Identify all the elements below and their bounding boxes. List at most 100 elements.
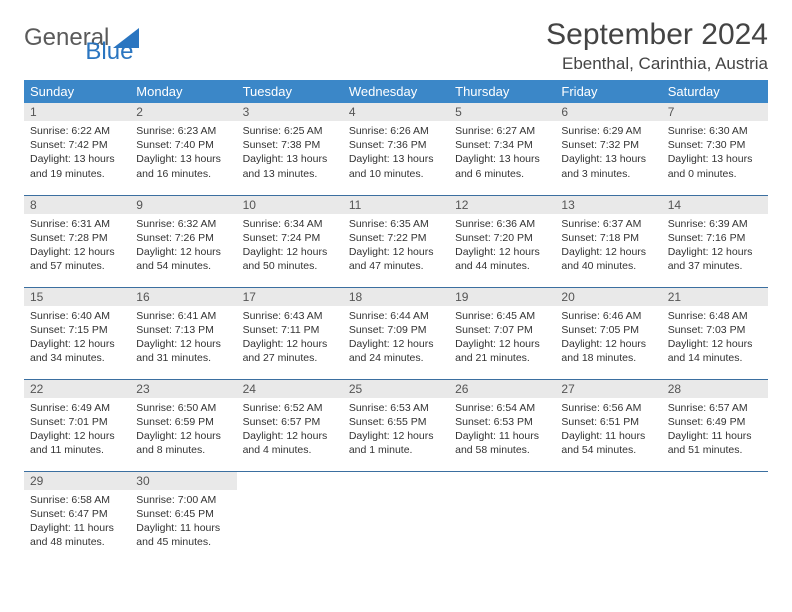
day-body: Sunrise: 6:34 AMSunset: 7:24 PMDaylight:… [237,214,343,278]
sunset-line: Sunset: 7:24 PM [243,231,337,245]
day-number: 28 [662,380,768,398]
day-number: 3 [237,103,343,121]
calendar-day-cell: 1Sunrise: 6:22 AMSunset: 7:42 PMDaylight… [24,103,130,195]
day-number: 25 [343,380,449,398]
sunrise-line: Sunrise: 6:41 AM [136,309,230,323]
sunset-line: Sunset: 6:53 PM [455,415,549,429]
sunrise-line: Sunrise: 6:39 AM [668,217,762,231]
day-body: Sunrise: 6:22 AMSunset: 7:42 PMDaylight:… [24,121,130,185]
calendar-day-cell: 29Sunrise: 6:58 AMSunset: 6:47 PMDayligh… [24,471,130,563]
sunrise-line: Sunrise: 7:00 AM [136,493,230,507]
sunrise-line: Sunrise: 6:48 AM [668,309,762,323]
calendar-day-cell: 25Sunrise: 6:53 AMSunset: 6:55 PMDayligh… [343,379,449,471]
daylight-line: Daylight: 11 hours and 54 minutes. [561,429,655,457]
day-body: Sunrise: 6:53 AMSunset: 6:55 PMDaylight:… [343,398,449,462]
day-body: Sunrise: 6:41 AMSunset: 7:13 PMDaylight:… [130,306,236,370]
calendar-day-cell: 16Sunrise: 6:41 AMSunset: 7:13 PMDayligh… [130,287,236,379]
calendar-day-cell: 22Sunrise: 6:49 AMSunset: 7:01 PMDayligh… [24,379,130,471]
day-body: Sunrise: 6:44 AMSunset: 7:09 PMDaylight:… [343,306,449,370]
day-body: Sunrise: 6:29 AMSunset: 7:32 PMDaylight:… [555,121,661,185]
day-body: Sunrise: 6:26 AMSunset: 7:36 PMDaylight:… [343,121,449,185]
calendar-day-cell: 19Sunrise: 6:45 AMSunset: 7:07 PMDayligh… [449,287,555,379]
calendar-day-cell: 8Sunrise: 6:31 AMSunset: 7:28 PMDaylight… [24,195,130,287]
day-number: 18 [343,288,449,306]
daylight-line: Daylight: 12 hours and 34 minutes. [30,337,124,365]
calendar-week-row: 8Sunrise: 6:31 AMSunset: 7:28 PMDaylight… [24,195,768,287]
day-number: 13 [555,196,661,214]
day-body: Sunrise: 6:45 AMSunset: 7:07 PMDaylight:… [449,306,555,370]
day-body: Sunrise: 6:46 AMSunset: 7:05 PMDaylight:… [555,306,661,370]
calendar-day-cell: 26Sunrise: 6:54 AMSunset: 6:53 PMDayligh… [449,379,555,471]
day-number: 4 [343,103,449,121]
day-number: 20 [555,288,661,306]
sunset-line: Sunset: 7:34 PM [455,138,549,152]
sunrise-line: Sunrise: 6:34 AM [243,217,337,231]
day-header: Sunday [24,80,130,103]
calendar-day-cell: 27Sunrise: 6:56 AMSunset: 6:51 PMDayligh… [555,379,661,471]
day-number: 30 [130,472,236,490]
daylight-line: Daylight: 12 hours and 27 minutes. [243,337,337,365]
daylight-line: Daylight: 12 hours and 24 minutes. [349,337,443,365]
calendar-header-row: Sunday Monday Tuesday Wednesday Thursday… [24,80,768,103]
day-header: Wednesday [343,80,449,103]
calendar-day-cell: 6Sunrise: 6:29 AMSunset: 7:32 PMDaylight… [555,103,661,195]
sunset-line: Sunset: 7:09 PM [349,323,443,337]
sunrise-line: Sunrise: 6:40 AM [30,309,124,323]
daylight-line: Daylight: 12 hours and 21 minutes. [455,337,549,365]
day-number: 29 [24,472,130,490]
daylight-line: Daylight: 12 hours and 54 minutes. [136,245,230,273]
sunset-line: Sunset: 6:57 PM [243,415,337,429]
calendar-day-cell: 10Sunrise: 6:34 AMSunset: 7:24 PMDayligh… [237,195,343,287]
sunset-line: Sunset: 7:40 PM [136,138,230,152]
calendar-day-cell: 23Sunrise: 6:50 AMSunset: 6:59 PMDayligh… [130,379,236,471]
day-number: 9 [130,196,236,214]
sunrise-line: Sunrise: 6:26 AM [349,124,443,138]
sunrise-line: Sunrise: 6:45 AM [455,309,549,323]
sunrise-line: Sunrise: 6:22 AM [30,124,124,138]
sunrise-line: Sunrise: 6:54 AM [455,401,549,415]
sunrise-line: Sunrise: 6:52 AM [243,401,337,415]
sunset-line: Sunset: 7:42 PM [30,138,124,152]
calendar-day-cell: 17Sunrise: 6:43 AMSunset: 7:11 PMDayligh… [237,287,343,379]
sunrise-line: Sunrise: 6:50 AM [136,401,230,415]
sunrise-line: Sunrise: 6:56 AM [561,401,655,415]
calendar-day-cell [449,471,555,563]
sunset-line: Sunset: 7:38 PM [243,138,337,152]
daylight-line: Daylight: 11 hours and 58 minutes. [455,429,549,457]
day-number: 14 [662,196,768,214]
calendar-day-cell [555,471,661,563]
calendar-day-cell: 7Sunrise: 6:30 AMSunset: 7:30 PMDaylight… [662,103,768,195]
sunset-line: Sunset: 7:22 PM [349,231,443,245]
sunset-line: Sunset: 7:11 PM [243,323,337,337]
sunset-line: Sunset: 7:07 PM [455,323,549,337]
day-body: Sunrise: 6:50 AMSunset: 6:59 PMDaylight:… [130,398,236,462]
day-body: Sunrise: 6:35 AMSunset: 7:22 PMDaylight:… [343,214,449,278]
sunrise-line: Sunrise: 6:43 AM [243,309,337,323]
day-number: 15 [24,288,130,306]
day-body: Sunrise: 6:27 AMSunset: 7:34 PMDaylight:… [449,121,555,185]
daylight-line: Daylight: 11 hours and 48 minutes. [30,521,124,549]
day-body: Sunrise: 6:30 AMSunset: 7:30 PMDaylight:… [662,121,768,185]
calendar-day-cell: 4Sunrise: 6:26 AMSunset: 7:36 PMDaylight… [343,103,449,195]
day-number: 26 [449,380,555,398]
calendar-day-cell: 20Sunrise: 6:46 AMSunset: 7:05 PMDayligh… [555,287,661,379]
sunset-line: Sunset: 6:59 PM [136,415,230,429]
logo-text-blue: Blue [85,38,133,65]
calendar-day-cell: 9Sunrise: 6:32 AMSunset: 7:26 PMDaylight… [130,195,236,287]
day-number: 27 [555,380,661,398]
sunrise-line: Sunrise: 6:23 AM [136,124,230,138]
page-header: General Blue September 2024 Ebenthal, Ca… [24,18,768,74]
daylight-line: Daylight: 12 hours and 8 minutes. [136,429,230,457]
sunset-line: Sunset: 6:45 PM [136,507,230,521]
day-body: Sunrise: 6:23 AMSunset: 7:40 PMDaylight:… [130,121,236,185]
calendar-day-cell [343,471,449,563]
day-body: Sunrise: 6:54 AMSunset: 6:53 PMDaylight:… [449,398,555,462]
day-body: Sunrise: 6:37 AMSunset: 7:18 PMDaylight:… [555,214,661,278]
day-body: Sunrise: 6:57 AMSunset: 6:49 PMDaylight:… [662,398,768,462]
day-number: 7 [662,103,768,121]
calendar-day-cell: 18Sunrise: 6:44 AMSunset: 7:09 PMDayligh… [343,287,449,379]
day-number: 11 [343,196,449,214]
sunrise-line: Sunrise: 6:29 AM [561,124,655,138]
sunrise-line: Sunrise: 6:35 AM [349,217,443,231]
day-header: Thursday [449,80,555,103]
